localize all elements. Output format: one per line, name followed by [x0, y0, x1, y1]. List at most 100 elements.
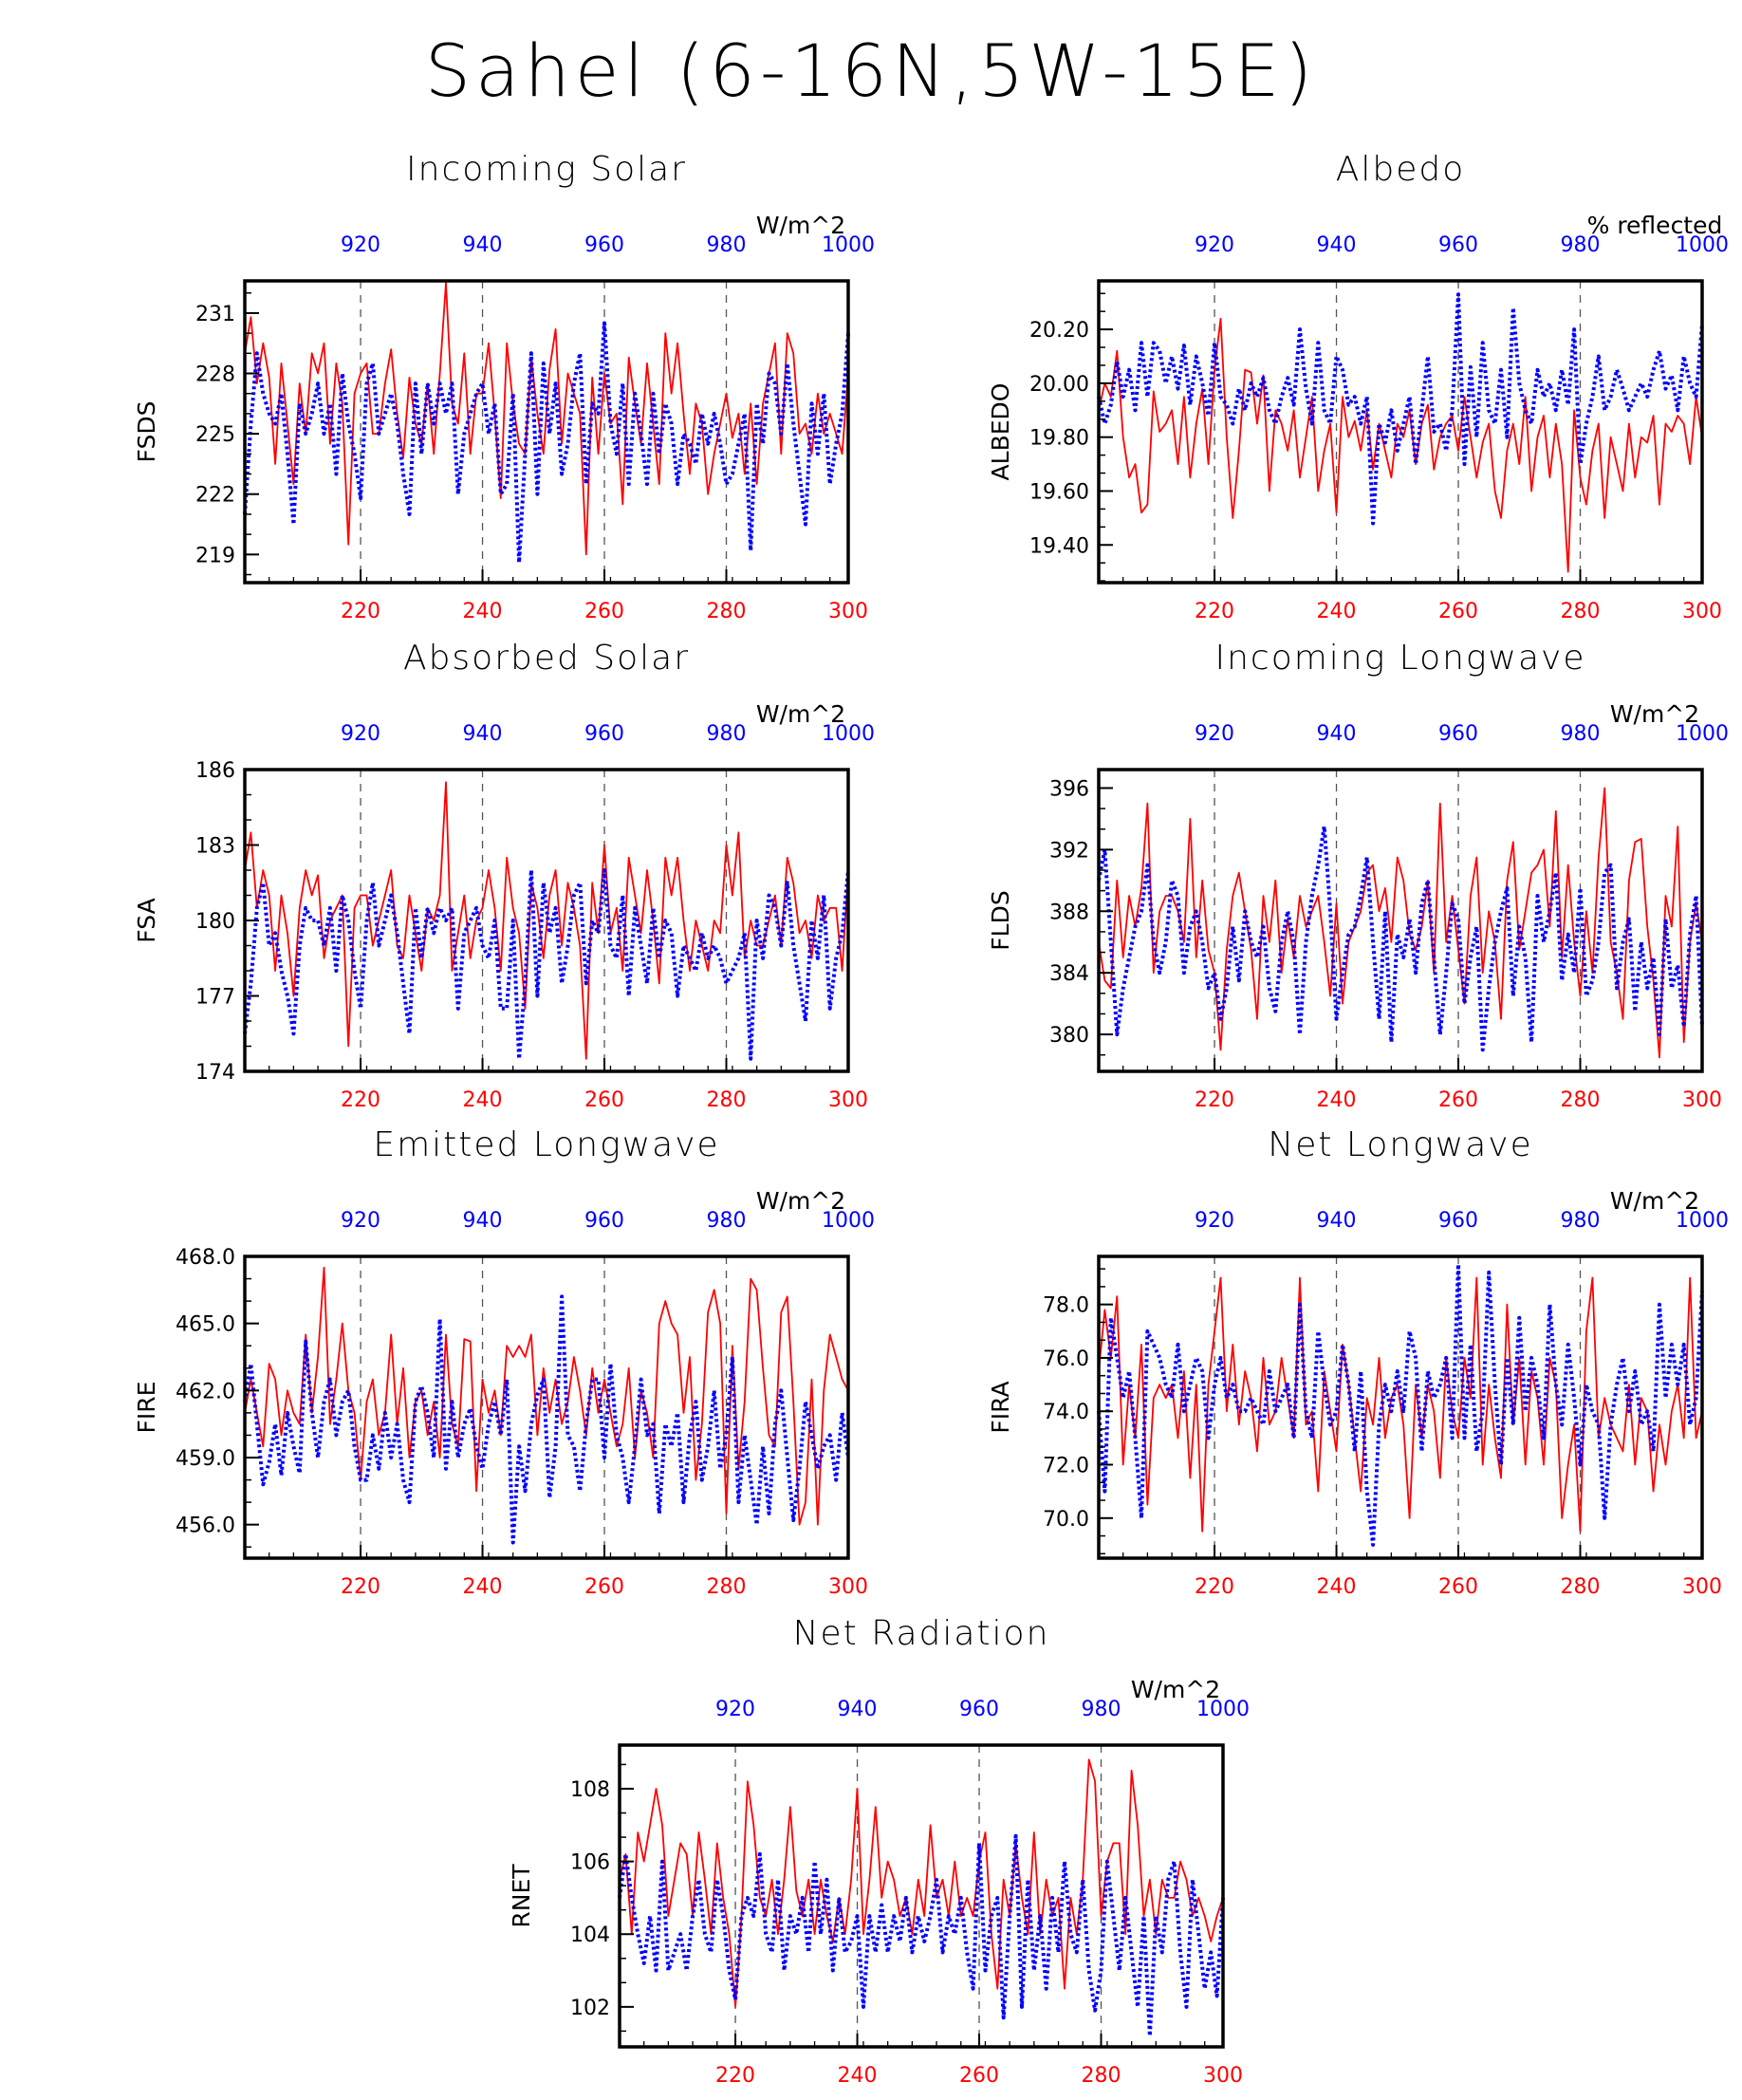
y-tick-label: 396 [1049, 777, 1089, 801]
series-line-blue-dotted [618, 1833, 1225, 2038]
chart-net-longwave: Net Longwave W/m^2 FIRA 70.0 72.0 74.0 76.0 78.… [987, 1125, 1729, 1599]
series-line-red-solid [244, 1266, 849, 1526]
x-tick-label-top: 980 [1082, 1698, 1121, 1721]
x-tick-label-bottom: 240 [1317, 600, 1357, 623]
series-line-red-solid [1098, 787, 1703, 1059]
y-tick-label: 70.0 [1043, 1508, 1089, 1532]
units-label: W/m^2 [1610, 1187, 1699, 1215]
x-tick-label-bottom: 240 [1317, 1088, 1357, 1112]
x-tick-label-top: 1000 [822, 233, 875, 257]
chart-emitted-longwave: Emitted Longwave W/m^2 FIRE 456.0 459.0 462.0… [133, 1125, 875, 1599]
chart-title: Albedo [1336, 150, 1466, 189]
chart-title: Incoming Longwave [1214, 639, 1585, 678]
x-tick-label-bottom: 260 [584, 600, 624, 623]
y-tick-label: 384 [1049, 962, 1089, 986]
x-tick-label-bottom: 260 [959, 2064, 999, 2088]
y-tick-label: 380 [1049, 1024, 1089, 1048]
y-tick-label: 106 [570, 1851, 610, 1875]
chart-title: Net Longwave [1268, 1125, 1532, 1164]
x-tick-label-bottom: 240 [463, 1575, 503, 1599]
series-line-red-solid [244, 781, 849, 1060]
y-tick-label: 177 [195, 986, 235, 1010]
units-label: W/m^2 [756, 212, 845, 239]
series-line-blue-dotted [1097, 825, 1704, 1052]
y-tick-label: 462.0 [176, 1380, 235, 1403]
units-label: W/m^2 [756, 1187, 845, 1215]
y-tick-label: 104 [570, 1923, 610, 1947]
x-tick-label-top: 980 [707, 722, 747, 746]
x-tick-label-bottom: 220 [341, 1088, 380, 1112]
y-tick-label: 183 [195, 835, 235, 859]
x-tick-label-bottom: 280 [707, 1575, 747, 1599]
x-tick-label-bottom: 300 [1682, 1575, 1722, 1599]
y-tick-label: 456.0 [176, 1515, 235, 1538]
x-tick-label-bottom: 240 [838, 2064, 878, 2088]
series-line-red-solid [244, 282, 849, 556]
x-tick-label-top: 1000 [822, 1209, 875, 1233]
x-tick-label-top: 960 [584, 722, 624, 746]
chart-incoming-longwave: Incoming Longwave W/m^2 FLDS 380 384 388 392 39… [987, 639, 1729, 1112]
chart-panel-incoming-solar: Incoming Solar W/m^2 FSDS 219 222 225 228 231 22… [38, 142, 875, 636]
x-tick-label-top: 980 [1561, 233, 1601, 257]
x-tick-label-bottom: 260 [584, 1575, 624, 1599]
y-tick-label: 392 [1049, 839, 1089, 863]
y-axis-label: FLDS [987, 890, 1014, 950]
series-line-blue-dotted [1097, 292, 1704, 526]
x-tick-label-top: 920 [341, 1209, 380, 1233]
x-tick-label-bottom: 280 [1561, 1575, 1601, 1599]
x-tick-label-top: 1000 [1676, 1209, 1729, 1233]
y-tick-label: 108 [570, 1778, 610, 1802]
x-tick-label-top: 920 [1195, 722, 1234, 746]
chart-panel-absorbed-solar: Absorbed Solar W/m^2 FSA 174 177 180 183 186 220… [38, 631, 875, 1124]
x-tick-label-bottom: 220 [715, 2064, 755, 2088]
chart-title: Incoming Solar [406, 150, 687, 189]
x-tick-label-bottom: 300 [1682, 1088, 1722, 1112]
plot-frame [243, 279, 850, 585]
y-axis-label: FIRA [987, 1381, 1014, 1433]
series-line-red-solid [1098, 1276, 1703, 1533]
x-tick-label-bottom: 240 [463, 600, 503, 623]
x-tick-label-bottom: 220 [1195, 1575, 1234, 1599]
x-tick-label-bottom: 260 [1438, 600, 1478, 623]
x-tick-label-bottom: 260 [1438, 1575, 1478, 1599]
series-line-red-solid [619, 1758, 1224, 2008]
y-tick-label: 74.0 [1043, 1401, 1089, 1424]
chart-panel-albedo: Albedo % reflected ALBEDO 19.40 19.60 19.80 20… [892, 142, 1729, 636]
chart-panel-emitted-longwave: Emitted Longwave W/m^2 FIRE 456.0 459.0 462.0… [38, 1118, 875, 1611]
x-tick-label-top: 1000 [1196, 1698, 1250, 1721]
x-tick-label-bottom: 240 [1317, 1575, 1357, 1599]
x-tick-label-bottom: 280 [707, 1088, 747, 1112]
chart-title: Net Radiation [793, 1614, 1050, 1653]
y-tick-label: 19.80 [1029, 427, 1089, 451]
x-tick-label-top: 940 [463, 1209, 503, 1233]
x-tick-label-top: 960 [584, 233, 624, 257]
chart-albedo: Albedo % reflected ALBEDO 19.40 19.60 19.80 20… [987, 150, 1729, 623]
y-axis-label: RNET [508, 1864, 535, 1928]
x-tick-label-bottom: 260 [584, 1088, 624, 1112]
y-tick-label: 78.0 [1043, 1294, 1089, 1318]
x-tick-label-top: 940 [463, 233, 503, 257]
series-line-red-solid [1098, 317, 1703, 573]
y-tick-label: 186 [195, 759, 235, 783]
y-tick-label: 225 [195, 423, 235, 447]
chart-absorbed-solar: Absorbed Solar W/m^2 FSA 174 177 180 183 186 220… [133, 639, 875, 1112]
y-axis-label: ALBEDO [987, 383, 1014, 481]
x-tick-label-top: 940 [1317, 722, 1357, 746]
series-line-blue-dotted [1097, 1262, 1704, 1547]
y-tick-label: 468.0 [176, 1246, 235, 1270]
y-tick-label: 219 [195, 544, 235, 567]
chart-panel-incoming-longwave: Incoming Longwave W/m^2 FLDS 380 384 388 392 39… [892, 631, 1729, 1124]
x-tick-label-top: 940 [463, 722, 503, 746]
x-tick-label-bottom: 300 [828, 600, 868, 623]
plot-frame [618, 1743, 1225, 2049]
chart-title: Absorbed Solar [403, 639, 690, 678]
x-tick-label-bottom: 280 [1082, 2064, 1121, 2088]
y-tick-label: 174 [195, 1061, 235, 1085]
chart-panel-net-longwave: Net Longwave W/m^2 FIRA 70.0 72.0 74.0 76.0 78.… [892, 1118, 1729, 1611]
y-axis-label: FIRE [133, 1382, 160, 1434]
x-tick-label-top: 980 [707, 233, 747, 257]
page-title: Sahel (6-16N,5W-15E) [424, 28, 1318, 113]
y-tick-label: 19.60 [1029, 480, 1089, 504]
x-tick-label-top: 940 [1317, 1209, 1357, 1233]
series-line-blue-dotted [243, 868, 850, 1061]
